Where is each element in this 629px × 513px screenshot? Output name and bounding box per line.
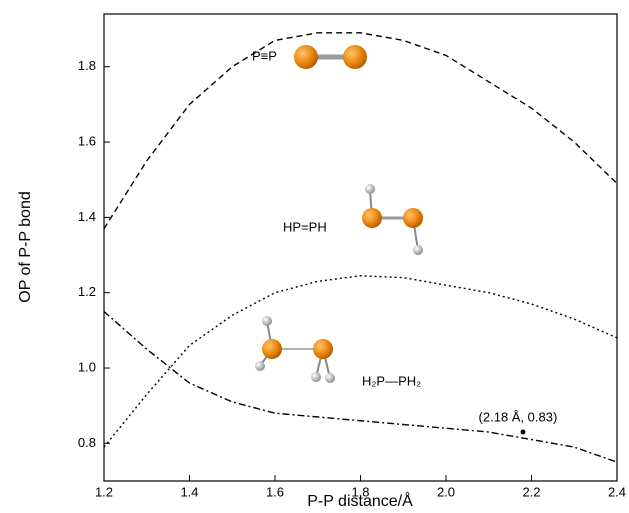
annotation-label: (2.18 Å, 0.83)	[479, 409, 558, 424]
x-tick-label: 1.8	[351, 484, 369, 499]
x-tick-label: 2.2	[522, 484, 540, 499]
x-axis-title: P-P distance/Å	[307, 491, 413, 510]
curve	[103, 32, 618, 230]
curve	[103, 310, 618, 463]
x-tick-label: 2.4	[608, 484, 626, 499]
x-tick-label: 1.4	[180, 484, 198, 499]
y-tick-label: 0.8	[78, 435, 96, 450]
y-tick-label: 1.6	[78, 133, 96, 148]
y-tick-label: 1.0	[78, 359, 96, 374]
molecule-p2h4	[255, 316, 335, 383]
annotation-point	[520, 429, 526, 435]
y-axis-title: OP of P-P bond	[17, 191, 34, 302]
y-tick-label: 1.4	[78, 209, 96, 224]
curve-label: H₂P—PH₂	[362, 373, 421, 388]
molecule-p2	[294, 45, 367, 69]
curve	[103, 275, 618, 448]
x-tick-label: 1.2	[95, 484, 113, 499]
curve-label: HP=PH	[283, 219, 327, 234]
x-tick-label: 2.0	[437, 484, 455, 499]
y-tick-label: 1.8	[78, 58, 96, 73]
x-tick-label: 1.6	[266, 484, 284, 499]
molecule-p2h2	[362, 184, 423, 255]
y-tick-label: 1.2	[78, 284, 96, 299]
curve-label: P≡P	[252, 48, 277, 63]
